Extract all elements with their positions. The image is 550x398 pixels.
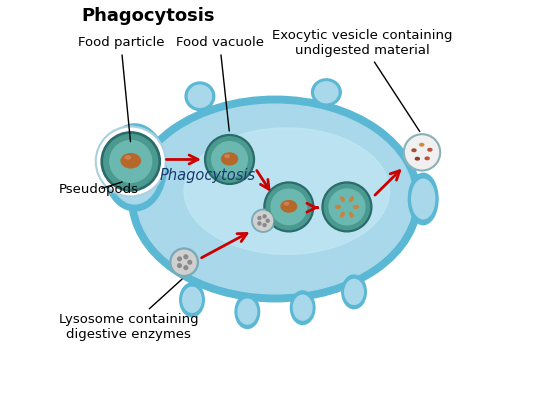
Circle shape xyxy=(172,250,196,274)
Ellipse shape xyxy=(428,148,432,151)
Circle shape xyxy=(205,135,255,184)
Ellipse shape xyxy=(281,201,296,212)
Ellipse shape xyxy=(350,197,353,201)
Ellipse shape xyxy=(222,153,238,165)
Text: Phagocytosis: Phagocytosis xyxy=(160,168,256,183)
Ellipse shape xyxy=(183,287,201,312)
Circle shape xyxy=(184,255,188,259)
Circle shape xyxy=(263,224,266,226)
Ellipse shape xyxy=(354,205,359,208)
Ellipse shape xyxy=(188,85,211,107)
Ellipse shape xyxy=(184,128,389,254)
Ellipse shape xyxy=(136,104,414,294)
Ellipse shape xyxy=(103,124,166,211)
Ellipse shape xyxy=(341,213,344,217)
Circle shape xyxy=(170,248,199,277)
Ellipse shape xyxy=(109,131,161,204)
Circle shape xyxy=(404,134,440,171)
Circle shape xyxy=(258,222,261,225)
Circle shape xyxy=(266,184,311,230)
Ellipse shape xyxy=(350,213,353,217)
Circle shape xyxy=(252,209,274,232)
Ellipse shape xyxy=(420,143,424,146)
Ellipse shape xyxy=(235,295,260,328)
Ellipse shape xyxy=(185,82,215,111)
Circle shape xyxy=(96,127,166,197)
Circle shape xyxy=(266,219,269,222)
Text: Exocytic vesicle containing
undigested material: Exocytic vesicle containing undigested m… xyxy=(272,29,452,131)
Ellipse shape xyxy=(180,283,204,316)
Ellipse shape xyxy=(121,154,140,168)
Ellipse shape xyxy=(412,149,416,152)
Text: Pseudopods: Pseudopods xyxy=(59,182,139,196)
Ellipse shape xyxy=(336,205,340,208)
Text: Food particle: Food particle xyxy=(78,36,164,142)
Circle shape xyxy=(101,132,161,191)
Circle shape xyxy=(264,182,314,232)
Circle shape xyxy=(178,264,182,267)
Circle shape xyxy=(178,257,182,261)
Ellipse shape xyxy=(345,279,364,304)
Ellipse shape xyxy=(290,291,315,324)
Text: Food vacuole: Food vacuole xyxy=(175,36,263,131)
Circle shape xyxy=(207,137,252,182)
Text: Phagocytosis: Phagocytosis xyxy=(81,7,215,25)
Ellipse shape xyxy=(293,295,312,320)
Circle shape xyxy=(324,184,370,230)
Circle shape xyxy=(254,211,273,230)
Ellipse shape xyxy=(342,275,366,309)
Ellipse shape xyxy=(238,299,257,324)
Ellipse shape xyxy=(311,79,341,106)
Ellipse shape xyxy=(341,197,344,201)
Ellipse shape xyxy=(415,158,419,160)
Ellipse shape xyxy=(315,82,338,103)
Ellipse shape xyxy=(284,203,289,205)
Ellipse shape xyxy=(425,157,429,160)
Circle shape xyxy=(263,215,266,218)
Circle shape xyxy=(110,140,152,182)
Circle shape xyxy=(329,189,365,225)
Ellipse shape xyxy=(225,155,229,158)
Circle shape xyxy=(184,266,188,269)
Circle shape xyxy=(322,182,372,232)
Text: Lysosome containing
digestive enzymes: Lysosome containing digestive enzymes xyxy=(59,279,199,341)
Ellipse shape xyxy=(412,179,434,219)
Circle shape xyxy=(104,135,158,188)
Ellipse shape xyxy=(409,173,438,225)
Ellipse shape xyxy=(129,96,421,302)
Circle shape xyxy=(258,217,261,220)
Circle shape xyxy=(188,260,191,264)
Ellipse shape xyxy=(125,156,130,159)
Circle shape xyxy=(212,142,248,177)
Circle shape xyxy=(271,189,306,225)
